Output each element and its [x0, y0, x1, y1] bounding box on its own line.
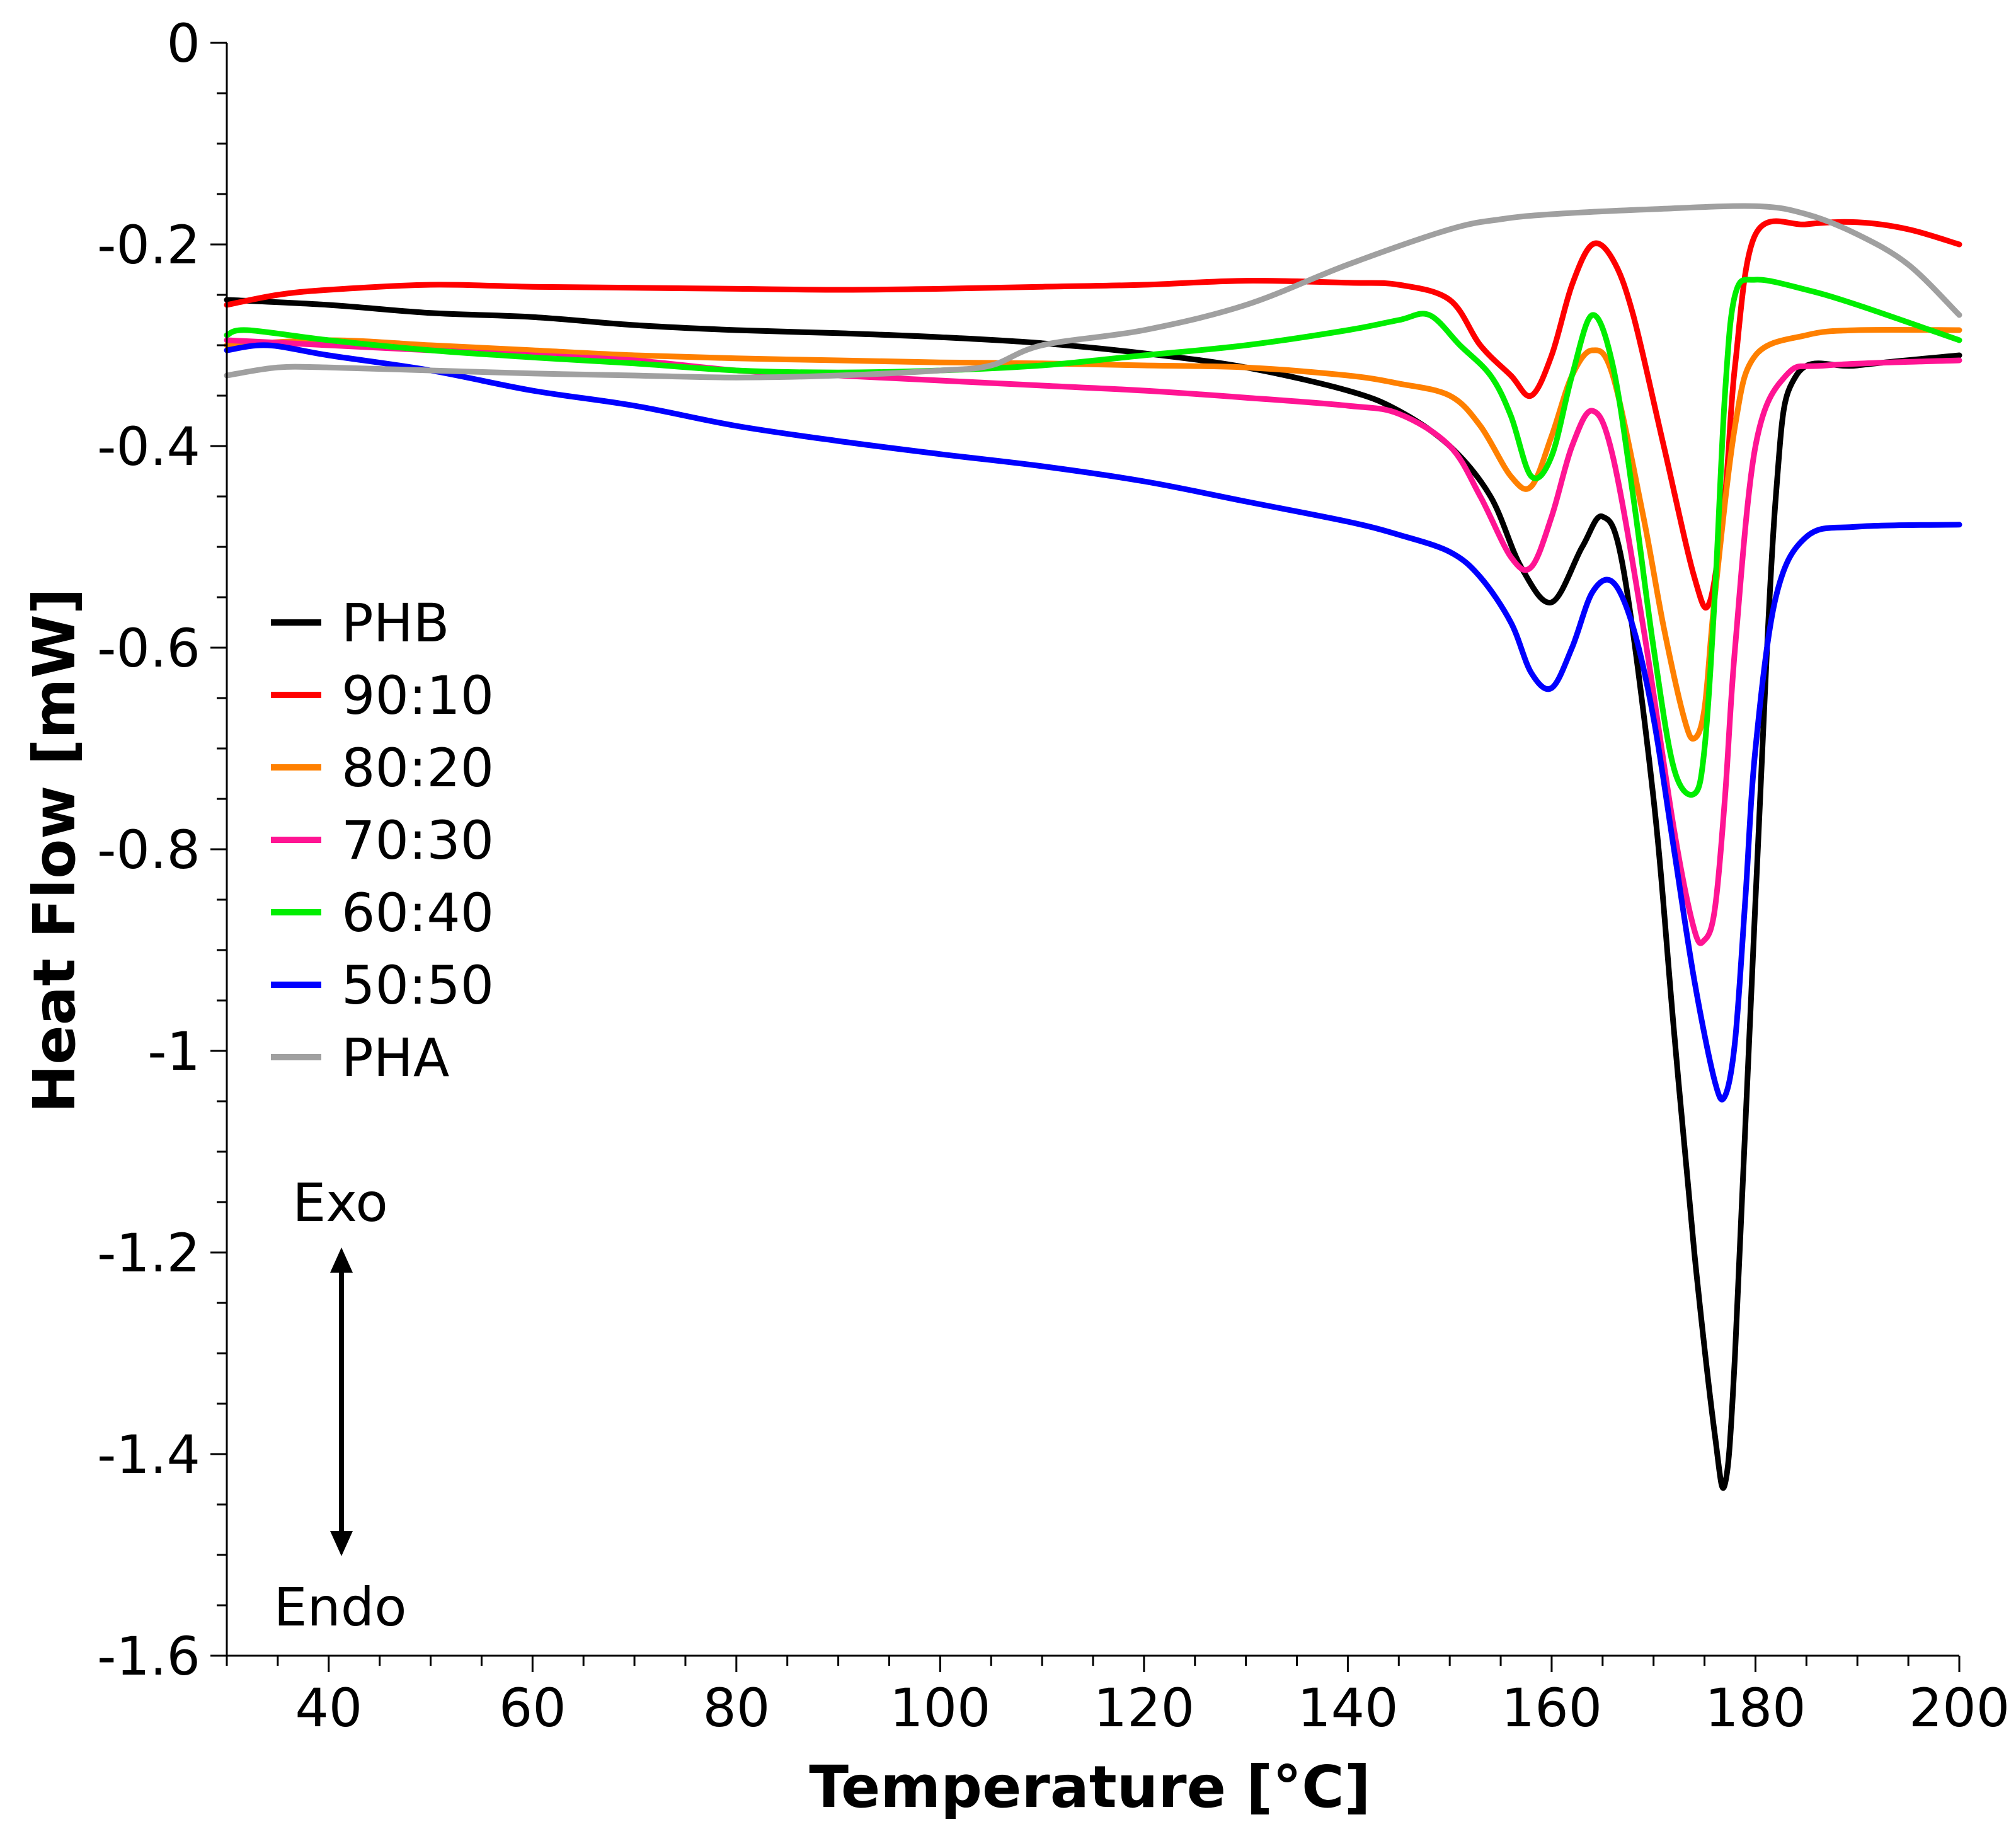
endo-arrow-head: [330, 1531, 353, 1556]
y-tick-label: -1.4: [97, 1424, 200, 1486]
x-tick-label: 200: [1909, 1677, 2010, 1739]
legend-label: 70:30: [341, 810, 494, 871]
exo-arrow-head: [330, 1247, 353, 1273]
y-tick-label: -0.6: [97, 617, 200, 679]
legend-label: 90:10: [341, 665, 494, 726]
exo-label: Exo: [292, 1172, 388, 1234]
legend-label: 50:50: [341, 954, 494, 1016]
series-line-90-10: [224, 218, 1962, 611]
series-line-50-50: [224, 342, 1962, 1103]
legend-label: PHB: [341, 592, 449, 654]
endo-label: Endo: [273, 1576, 406, 1638]
x-tick-label: 80: [702, 1677, 770, 1739]
y-axis-title: Heat Flow [mW]: [21, 588, 88, 1113]
series-line-pha: [224, 203, 1962, 381]
series-line-60-40: [224, 277, 1962, 798]
x-tick-label: 140: [1297, 1677, 1398, 1739]
legend: PHB 90:10 80:20 70:30 60:40 50:50 PHA: [271, 592, 494, 1089]
x-tick-label: 60: [499, 1677, 566, 1739]
legend-label: 80:20: [341, 737, 494, 799]
y-tick-label: -1.6: [97, 1625, 200, 1687]
x-tick-label: 180: [1705, 1677, 1806, 1739]
plot-area: [224, 203, 1962, 1491]
y-tick-label: -1: [147, 1021, 200, 1082]
axes: 40 60 80 100 120 140 160 180 200 0 -0.2 -0.4 -0.6 -0.…: [97, 13, 2010, 1739]
legend-label: 60:40: [341, 882, 494, 944]
x-axis-title: Temperature [°C]: [809, 1753, 1370, 1821]
x-tick-label: 160: [1501, 1677, 1602, 1739]
series-line-phb: [224, 297, 1962, 1491]
y-tick-label: -0.2: [97, 214, 200, 276]
x-tick-label: 100: [890, 1677, 990, 1739]
x-tick-label: 120: [1094, 1677, 1194, 1739]
x-tick-label: 40: [295, 1677, 362, 1739]
y-tick-label: -0.8: [97, 819, 200, 881]
legend-label: PHA: [341, 1027, 449, 1089]
y-tick-label: -1.2: [97, 1222, 200, 1284]
y-tick-label: 0: [167, 13, 200, 74]
y-tick-label: -0.4: [97, 416, 200, 478]
